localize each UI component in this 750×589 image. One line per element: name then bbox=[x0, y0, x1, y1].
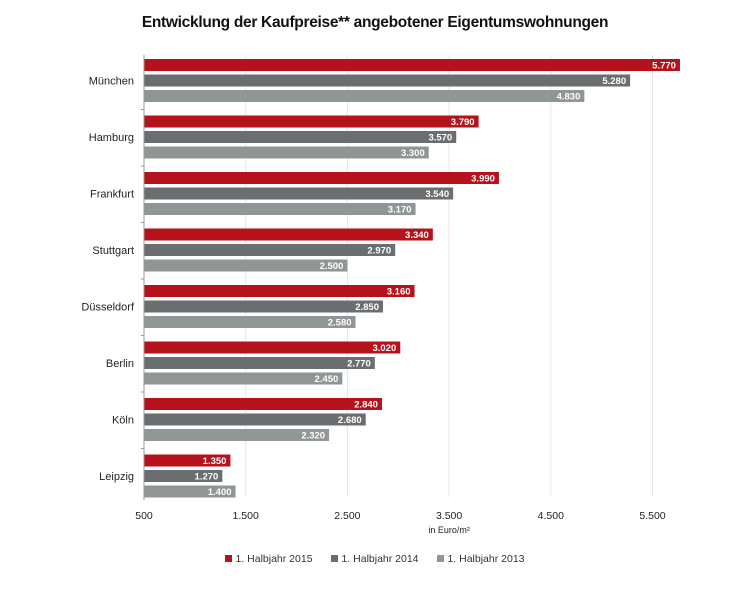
bar-value-label: 5.280 bbox=[602, 76, 626, 87]
legend-label-2013: 1. Halbjahr 2013 bbox=[447, 553, 525, 565]
bar-value-label: 1.350 bbox=[203, 456, 227, 467]
x-tick-label: 500 bbox=[135, 510, 153, 522]
x-tick-label: 4.500 bbox=[538, 510, 564, 522]
category-labels: München Hamburg Frankfurt Stuttgart Düsseldo… bbox=[81, 76, 135, 484]
bar-value-label: 3.790 bbox=[451, 117, 475, 128]
legend-label-2014: 1. Halbjahr 2014 bbox=[341, 553, 419, 565]
category-label: Leipzig bbox=[99, 471, 134, 483]
bar-group-stuttgart: 3.340 2.970 2.500 bbox=[144, 228, 433, 272]
bar-value-label: 2.770 bbox=[347, 359, 371, 370]
bar[interactable] bbox=[144, 429, 330, 441]
bar-value-label: 3.020 bbox=[373, 343, 397, 354]
bar[interactable] bbox=[144, 203, 416, 215]
legend-item-2013[interactable]: 1. Halbjahr 2013 bbox=[437, 553, 525, 565]
bar-value-label: 3.160 bbox=[387, 287, 411, 298]
bar-value-label: 1.400 bbox=[208, 487, 232, 498]
bar-value-label: 2.500 bbox=[320, 261, 344, 272]
x-tick-labels: 500 1.500 2.500 3.500 4.500 5.500 bbox=[135, 510, 666, 522]
bar-value-label: 1.270 bbox=[195, 472, 219, 483]
legend: 1. Halbjahr 2015 1. Halbjahr 2014 1. Hal… bbox=[0, 553, 750, 565]
bar-group-köln: 2.840 2.680 2.320 bbox=[144, 398, 382, 442]
bar-value-label: 3.570 bbox=[428, 133, 452, 144]
bar-value-label: 2.320 bbox=[301, 431, 325, 442]
bar[interactable] bbox=[144, 285, 415, 297]
bar-group-münchen: 5.770 5.280 4.830 bbox=[144, 59, 680, 103]
bar[interactable] bbox=[144, 187, 454, 200]
category-label: Stuttgart bbox=[92, 245, 134, 257]
category-label: München bbox=[89, 76, 134, 88]
bar-value-label: 3.990 bbox=[471, 174, 495, 185]
bar-value-label: 2.840 bbox=[354, 400, 378, 411]
bar[interactable] bbox=[144, 470, 223, 482]
x-tick-label: 1.500 bbox=[233, 510, 259, 522]
bar-value-label: 3.170 bbox=[388, 205, 412, 216]
legend-item-2014[interactable]: 1. Halbjahr 2014 bbox=[331, 553, 419, 565]
bar-value-label: 5.770 bbox=[652, 61, 676, 72]
category-label: Köln bbox=[112, 415, 134, 427]
chart-title: Entwicklung der Kaufpreise** angebotener… bbox=[141, 14, 609, 31]
x-tick-label: 3.500 bbox=[436, 510, 462, 522]
bar-value-label: 4.830 bbox=[557, 92, 581, 103]
bar[interactable] bbox=[144, 341, 401, 354]
bar[interactable] bbox=[144, 300, 383, 313]
category-label: Berlin bbox=[106, 358, 134, 370]
bar[interactable] bbox=[144, 244, 396, 256]
bar[interactable] bbox=[144, 259, 348, 272]
bar-value-label: 2.970 bbox=[367, 246, 391, 257]
bar-group-leipzig: 1.350 1.270 1.400 bbox=[144, 454, 236, 498]
legend-label-2015: 1. Halbjahr 2015 bbox=[235, 553, 313, 565]
bar[interactable] bbox=[144, 90, 585, 102]
x-tick-label: 5.500 bbox=[639, 510, 665, 522]
bar[interactable] bbox=[144, 131, 457, 143]
bar-value-label: 2.450 bbox=[315, 374, 339, 385]
bar[interactable] bbox=[144, 398, 382, 410]
bar-value-label: 3.540 bbox=[425, 189, 449, 200]
bar-value-label: 2.850 bbox=[355, 302, 379, 313]
bar[interactable] bbox=[144, 74, 631, 87]
x-axis-label: in Euro/m² bbox=[428, 525, 470, 535]
category-label: Düsseldorf bbox=[81, 302, 135, 314]
bar[interactable] bbox=[144, 146, 429, 159]
bar[interactable] bbox=[144, 228, 433, 241]
bar[interactable] bbox=[144, 172, 499, 184]
legend-swatch-2013 bbox=[437, 555, 445, 562]
bar-value-label: 3.340 bbox=[405, 230, 429, 241]
bar[interactable] bbox=[144, 115, 479, 128]
bar[interactable] bbox=[144, 485, 236, 498]
bar[interactable] bbox=[144, 316, 356, 328]
bar-value-label: 2.680 bbox=[338, 415, 362, 426]
bar[interactable] bbox=[144, 454, 231, 467]
bar[interactable] bbox=[144, 59, 680, 71]
legend-item-2015[interactable]: 1. Halbjahr 2015 bbox=[225, 553, 313, 565]
bar[interactable] bbox=[144, 357, 375, 369]
bar[interactable] bbox=[144, 413, 366, 426]
legend-swatch-2014 bbox=[331, 555, 339, 562]
bar-value-label: 3.300 bbox=[401, 148, 425, 159]
legend-swatch-2015 bbox=[225, 555, 233, 562]
category-label: Hamburg bbox=[89, 132, 134, 144]
bar-value-label: 2.580 bbox=[328, 318, 352, 329]
x-tick-label: 2.500 bbox=[334, 510, 360, 522]
bar-group-frankfurt: 3.990 3.540 3.170 bbox=[144, 172, 499, 216]
category-label: Frankfurt bbox=[90, 189, 134, 201]
bar[interactable] bbox=[144, 372, 343, 385]
